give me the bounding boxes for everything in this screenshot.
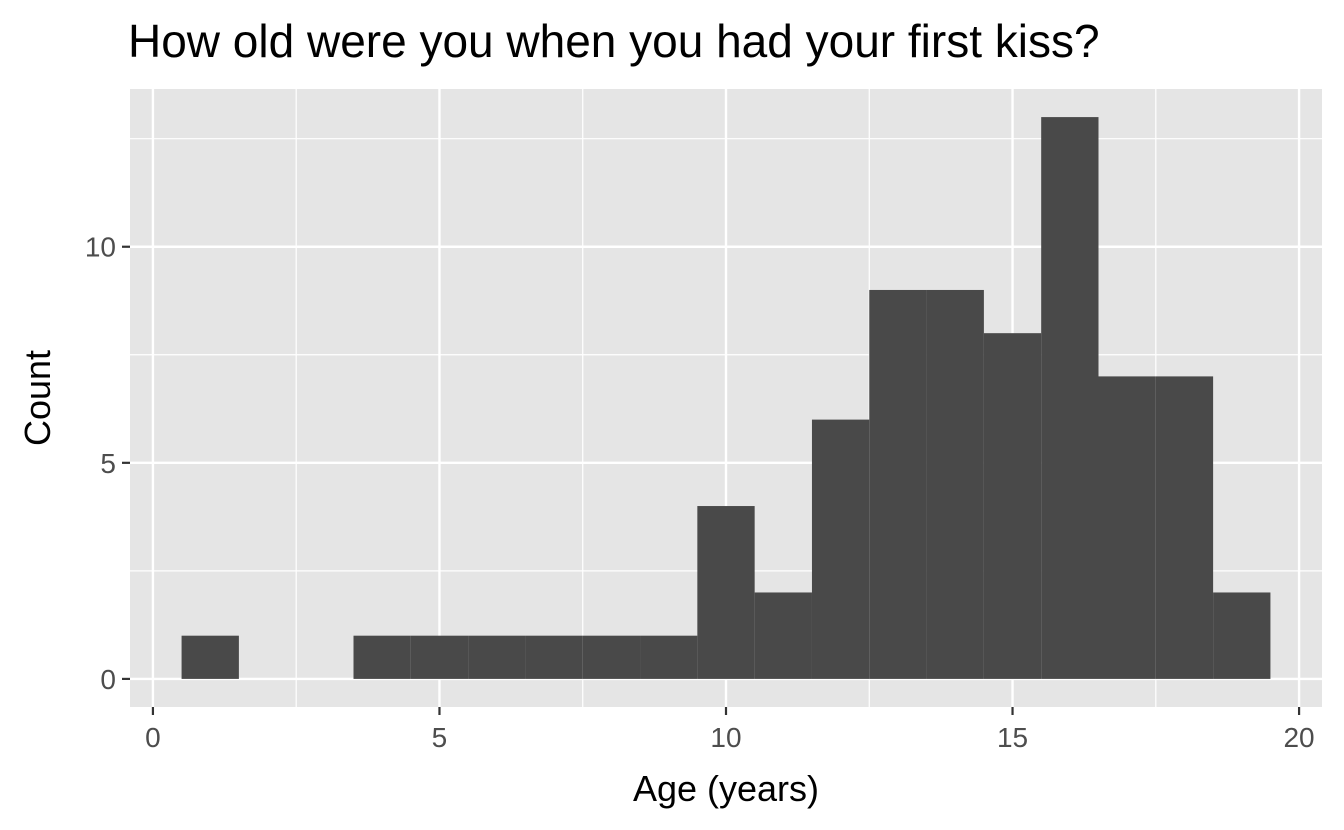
histogram-bar [525, 635, 583, 679]
x-tick-label: 20 [1283, 722, 1314, 753]
histogram-bar [926, 289, 984, 679]
bars [181, 117, 1271, 679]
histogram-bar [410, 635, 469, 679]
x-tick-label: 5 [432, 722, 448, 753]
histogram-bar [640, 635, 698, 679]
histogram-bar [1155, 376, 1214, 679]
histogram-bar [1041, 117, 1099, 679]
histogram-bar [468, 635, 526, 679]
histogram-bar [811, 419, 870, 679]
x-tick-label: 15 [997, 722, 1028, 753]
histogram-bar [754, 592, 812, 679]
chart-title: How old were you when you had your first… [128, 15, 1100, 67]
histogram-bar [983, 333, 1042, 679]
x-axis: 0 5 10 15 20 [145, 707, 1315, 753]
histogram-bar [353, 635, 411, 679]
x-tick-label: 10 [710, 722, 741, 753]
histogram-bar [181, 635, 239, 679]
histogram-bar [1098, 376, 1156, 679]
x-axis-title: Age (years) [633, 768, 819, 809]
histogram-bar [697, 506, 755, 679]
y-tick-label: 10 [85, 232, 116, 263]
histogram-bar [1213, 592, 1271, 679]
x-tick-label: 0 [145, 722, 161, 753]
histogram-bar [582, 635, 641, 679]
y-tick-label: 0 [100, 664, 116, 695]
y-axis-title: Count [17, 350, 58, 446]
y-axis: 0 5 10 [85, 232, 130, 695]
histogram-bar [869, 289, 927, 679]
y-tick-label: 5 [100, 448, 116, 479]
